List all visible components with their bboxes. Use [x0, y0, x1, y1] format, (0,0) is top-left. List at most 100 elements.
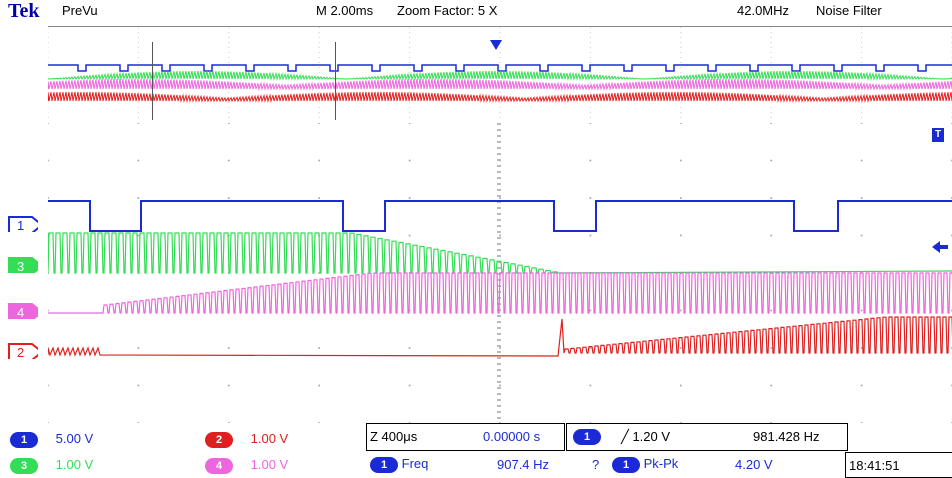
overview-channel-4-trace	[47, 78, 952, 91]
center-axis-tick	[497, 159, 501, 161]
graticule-dot	[770, 122, 773, 124]
graticule-dot	[137, 384, 140, 387]
zoom-window-bracket[interactable]	[152, 42, 336, 120]
center-axis-tick	[497, 249, 501, 251]
channel-4-scale: 1.00 V	[250, 457, 289, 472]
channel-3-badge: 3	[10, 458, 38, 474]
measurement-freq[interactable]: 1 Freq	[370, 456, 428, 473]
graticule-dot	[589, 309, 592, 312]
trigger-position-icon[interactable]	[490, 40, 502, 54]
svg-text:1: 1	[17, 218, 24, 232]
graticule-dot	[860, 347, 863, 349]
graticule-dot	[318, 347, 321, 349]
center-axis-tick	[497, 255, 501, 257]
graticule-dot	[47, 197, 49, 199]
graticule-dot	[137, 122, 140, 124]
graticule-dot	[318, 122, 321, 124]
clock-box: 18:41:51	[845, 452, 952, 478]
measurement-freq-value: 907.4 Hz	[497, 457, 550, 472]
channel-3-scale-readout[interactable]: 3 1.00 V	[10, 457, 93, 474]
measurement-freq-label: Freq	[401, 456, 429, 471]
graticule-dot	[408, 159, 411, 162]
center-axis-tick	[497, 123, 501, 125]
channel-2-badge: 2	[205, 432, 233, 448]
center-axis-tick	[497, 333, 501, 335]
channel-3-trace	[47, 232, 952, 274]
graticule-dot	[679, 384, 682, 387]
graticule-dot	[860, 234, 863, 237]
clock: 18:41:51	[849, 458, 900, 473]
center-axis-tick	[497, 369, 501, 371]
center-axis-tick	[497, 219, 501, 221]
center-axis-tick	[497, 315, 501, 317]
channel-1-marker-icon[interactable]: 1	[8, 216, 38, 232]
graticule-dot	[679, 347, 682, 349]
graticule-dot	[589, 159, 592, 162]
center-axis-tick	[497, 267, 501, 269]
center-axis-tick	[497, 321, 501, 323]
graticule-dot	[47, 122, 49, 124]
center-axis-tick	[497, 363, 501, 365]
center-axis-tick	[497, 381, 501, 383]
graticule-dot	[860, 384, 863, 387]
measurement-pkpk-badge: 1	[612, 457, 640, 473]
center-axis-tick	[497, 165, 501, 167]
channel-4-marker-icon[interactable]: 4	[8, 303, 38, 319]
graticule-dot	[770, 234, 773, 237]
graticule-dot	[589, 197, 592, 199]
center-axis-tick	[497, 357, 501, 359]
channel-1-trace	[48, 200, 952, 232]
channel-2-scale: 1.00 V	[250, 431, 289, 446]
channel-2-marker-icon[interactable]: 2	[8, 343, 38, 359]
timebase-readout: M 2.00ms	[316, 3, 374, 18]
graticule-dot	[679, 159, 682, 162]
status-bar: Tek PreVu M 2.00ms Zoom Factor: 5 X 42.0…	[0, 0, 952, 22]
center-axis-tick	[497, 345, 501, 347]
svg-text:3: 3	[17, 259, 24, 273]
graticule-dot	[499, 384, 501, 387]
trigger-time-marker[interactable]: T	[932, 128, 944, 142]
graticule-dot	[408, 347, 411, 349]
graticule-dot	[227, 347, 230, 349]
channel-3-scale: 1.00 V	[55, 457, 94, 472]
measurement-pkpk[interactable]: 1 Pk-Pk	[612, 456, 678, 473]
graticule-dot	[679, 197, 682, 199]
graticule-dot	[770, 309, 773, 312]
center-axis-tick	[497, 417, 501, 419]
center-axis-tick	[497, 339, 501, 341]
graticule-dot	[408, 234, 411, 237]
graticule-dot	[499, 347, 501, 349]
graticule-dot	[679, 234, 682, 237]
trigger-settings-box[interactable]: 1 ╱ 1.20 V 981.428 Hz	[566, 423, 848, 451]
center-axis-tick	[497, 285, 501, 287]
channel-2-scale-readout[interactable]: 2 1.00 V	[205, 431, 288, 448]
center-axis-tick	[497, 231, 501, 233]
trigger-level-arrow-icon[interactable]	[932, 240, 948, 253]
channel-1-scale-readout[interactable]: 1 5.00 V	[10, 431, 93, 448]
svg-text:2: 2	[17, 345, 24, 359]
acquisition-mode: PreVu	[62, 3, 98, 18]
graticule-dot	[47, 159, 49, 162]
graticule-dot	[499, 197, 501, 199]
zoom-settings-box[interactable]: Z 400μs 0.00000 s	[366, 423, 565, 451]
center-axis-tick	[497, 183, 501, 185]
graticule-dot	[137, 347, 140, 349]
graticule-dot	[770, 197, 773, 199]
zoom-scale: Z 400μs	[370, 429, 418, 444]
center-axis-tick	[497, 195, 501, 197]
graticule-dot	[860, 122, 863, 124]
graticule-dot	[227, 122, 230, 124]
channel-3-marker-icon[interactable]: 3	[8, 257, 38, 273]
graticule-dot	[137, 197, 140, 199]
center-axis-tick	[497, 327, 501, 329]
measurement-freq-flag: ?	[592, 457, 600, 472]
graticule-dot	[589, 384, 592, 387]
center-axis-tick	[497, 207, 501, 209]
graticule-dot	[47, 309, 49, 312]
channel-4-scale-readout[interactable]: 4 1.00 V	[205, 457, 288, 474]
graticule-dot	[408, 122, 411, 124]
trigger-level: ╱ 1.20 V	[621, 429, 671, 444]
bandwidth-readout: 42.0MHz	[737, 3, 790, 18]
center-axis-tick	[497, 141, 501, 143]
center-axis-tick	[497, 189, 501, 191]
